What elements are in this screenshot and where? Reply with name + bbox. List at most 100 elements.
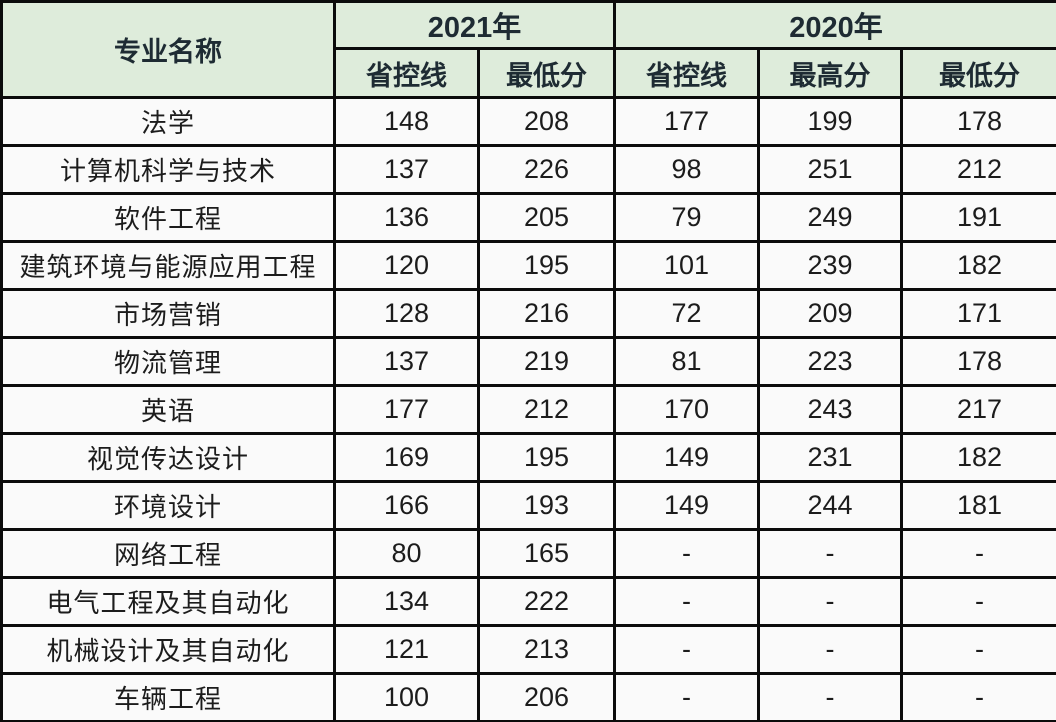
score-cell: 251 [757,144,904,195]
score-cell: - [757,576,904,627]
header-row-subcolumns: 省控线 最低分 省控线 最高分 最低分 [2,47,1056,99]
score-cell: 166 [333,480,480,531]
table-header: 专业名称 2021年 2020年 省控线 最低分 省控线 最高分 最低分 [0,0,1056,99]
header-major-column: 专业名称 [0,0,336,99]
score-cell: - [900,624,1056,675]
score-cell: 249 [757,192,904,243]
score-cell: 217 [900,384,1056,435]
header-2021-min-score: 最低分 [476,47,617,99]
table-row: 网络工程 80 165- - - [0,528,1056,579]
score-cell: 191 [900,192,1056,243]
score-cell: 170 [613,384,761,435]
score-cell: 171 [900,288,1056,339]
score-cell: 81 [613,336,761,387]
score-cell: - [613,576,761,627]
score-cell: 195 [476,432,617,483]
table-row: 法学 148 208 177 199 178 [0,96,1056,147]
score-cell: 101 [613,240,761,291]
score-cell: - [613,528,761,579]
score-cell: 149 [613,480,761,531]
score-cell: 182 [900,432,1056,483]
header-2021-provincial-line: 省控线 [333,47,480,99]
score-cell: 177 [333,384,480,435]
score-cell: 177 [613,96,761,147]
table-row: 计算机科学与技术 137 226 98 251 212 [0,144,1056,195]
score-cell: 181 [900,480,1056,531]
score-cell: 231 [757,432,904,483]
table-row: 机械设计及其自动化 121 213- - - [0,624,1056,675]
header-2020-max-score: 最高分 [757,47,904,99]
table-row: 英语 177 212 170 243 217 [0,384,1056,435]
score-cell: 98 [613,144,761,195]
score-cell: 208 [476,96,617,147]
score-cell: 212 [900,144,1056,195]
table-row: 车辆工程 100 206- - - [0,672,1056,722]
score-cell: 226 [476,144,617,195]
score-cell: 178 [900,336,1056,387]
score-cell: 165 [476,528,617,579]
table-row: 建筑环境与能源应用工程 120 195 101 239 182 [0,240,1056,291]
table-row: 软件工程 136 205 79 249 191 [0,192,1056,243]
score-cell: 178 [900,96,1056,147]
score-cell: - [757,624,904,675]
score-cell: 213 [476,624,617,675]
table-body: 法学 148 208 177 199 178 计算机科学与技术 137 226 98 251 212 软… [0,96,1056,722]
score-cell: 244 [757,480,904,531]
score-cell: 121 [333,624,480,675]
score-cell: 222 [476,576,617,627]
header-row-years: 专业名称 2021年 2020年 [0,0,1056,99]
score-cell: - [757,672,904,722]
major-name-cell: 软件工程 [0,192,336,243]
score-cell: 206 [476,672,617,722]
major-name-cell: 网络工程 [0,528,336,579]
header-2020-provincial-line: 省控线 [613,47,761,99]
score-cell: 79 [613,192,761,243]
score-cell: 239 [757,240,904,291]
score-cell: 137 [333,144,480,195]
score-cell: 137 [333,336,480,387]
major-name-cell: 视觉传达设计 [0,432,336,483]
score-cell: - [613,624,761,675]
major-name-cell: 计算机科学与技术 [0,144,336,195]
table-row: 市场营销 128 216 72 209 171 [0,288,1056,339]
score-cell: - [900,576,1056,627]
score-cell: 134 [333,576,480,627]
score-cell: 80 [333,528,480,579]
score-cell: 182 [900,240,1056,291]
header-year-2021: 2021年 [332,0,617,50]
header-2020-min-score: 最低分 [900,47,1056,99]
score-cell: - [757,528,904,579]
table-row: 视觉传达设计 169 195 149 231 182 [0,432,1056,483]
score-cell: - [900,672,1056,722]
major-name-cell: 环境设计 [0,480,336,531]
score-cell: 169 [333,432,480,483]
score-cell: 219 [476,336,617,387]
table-row: 环境设计 166 193 149 244 181 [0,480,1056,531]
header-year-2020: 2020年 [613,0,1056,50]
score-cell: 72 [613,288,761,339]
score-cell: 193 [476,480,617,531]
major-name-cell: 电气工程及其自动化 [0,576,336,627]
score-cell: 209 [757,288,904,339]
score-cell: 223 [757,336,904,387]
score-cell: - [900,528,1056,579]
score-cell: 195 [476,240,617,291]
score-cell: 120 [333,240,480,291]
table-row: 电气工程及其自动化 134 222- - - [0,576,1056,627]
score-cell: 148 [333,96,480,147]
major-name-cell: 法学 [0,96,336,147]
score-cell: 136 [333,192,480,243]
score-cell: 199 [757,96,904,147]
major-name-cell: 英语 [0,384,336,435]
score-cell: - [613,672,761,722]
score-cell: 149 [613,432,761,483]
score-cell: 243 [757,384,904,435]
major-name-cell: 物流管理 [0,336,336,387]
major-name-cell: 市场营销 [0,288,336,339]
major-name-cell: 机械设计及其自动化 [0,624,336,675]
score-cell: 100 [333,672,480,722]
table-row: 物流管理 137 219 81 223 178 [0,336,1056,387]
score-cell: 212 [476,384,617,435]
